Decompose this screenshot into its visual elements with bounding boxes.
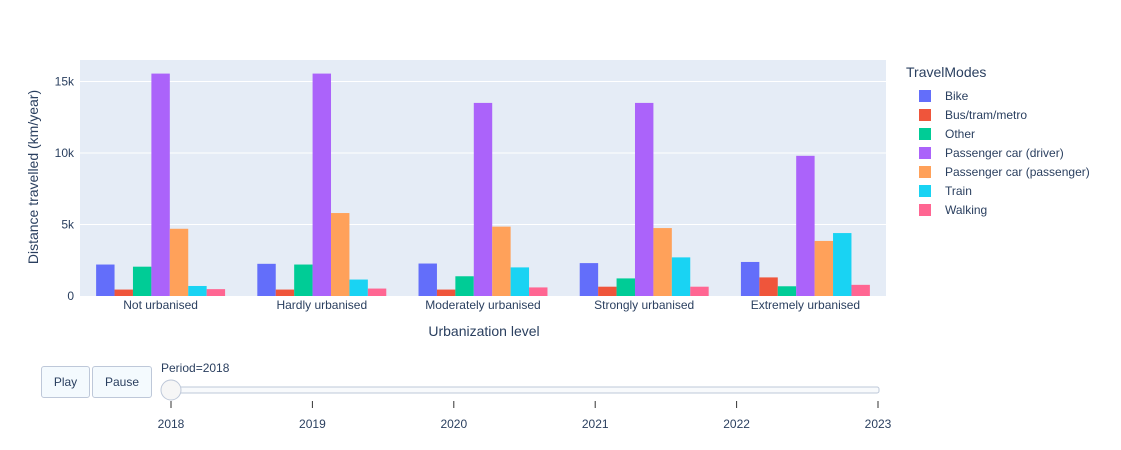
legend-label: Walking	[945, 202, 988, 217]
x-tick-labels: Not urbanised Hardly urbanised Moderately …	[123, 298, 860, 312]
bar[interactable]	[455, 276, 474, 296]
legend-item[interactable]: Passenger car (driver)	[906, 143, 1090, 162]
bar[interactable]	[796, 155, 815, 296]
legend: TravelModes Bike Bus/tram/metro Other Passe…	[906, 64, 1090, 219]
y-tick-label: 0	[67, 289, 74, 303]
y-tick-labels: 0 5k 10k 15k	[55, 74, 75, 303]
bar[interactable]	[851, 284, 870, 296]
bar[interactable]	[814, 240, 834, 296]
bar[interactable]	[312, 73, 332, 296]
bar[interactable]	[529, 287, 548, 296]
bar[interactable]	[740, 261, 760, 296]
legend-label: Passenger car (driver)	[945, 145, 1064, 160]
legend-label: Passenger car (passenger)	[945, 164, 1090, 179]
legend-item[interactable]: Bike	[906, 86, 1090, 105]
y-tick-label: 15k	[55, 74, 75, 88]
x-axis-title: Urbanization level	[428, 323, 539, 339]
bar[interactable]	[367, 288, 387, 296]
bar[interactable]	[598, 286, 617, 296]
period-slider[interactable]: 2018 2019 2020 2021 2022 2023	[158, 379, 892, 431]
bar[interactable]	[257, 263, 276, 296]
bar[interactable]	[616, 278, 635, 296]
legend-swatch	[919, 108, 931, 121]
bar[interactable]	[634, 102, 654, 296]
bar[interactable]	[671, 257, 691, 296]
bar[interactable]	[349, 279, 368, 296]
legend-label: Train	[945, 183, 972, 198]
y-tick-label: 10k	[55, 146, 75, 160]
bar[interactable]	[114, 289, 133, 296]
bar[interactable]	[690, 286, 709, 296]
legend-items: Bike Bus/tram/metro Other Passenger car (dr…	[906, 86, 1090, 219]
bar[interactable]	[275, 289, 295, 296]
slider-handle[interactable]	[160, 379, 182, 401]
pause-button[interactable]: Pause	[92, 366, 152, 398]
slider-current-value: Period=2018	[161, 361, 230, 375]
legend-item[interactable]: Passenger car (passenger)	[906, 162, 1090, 181]
x-tick-label: Strongly urbanised	[594, 298, 694, 312]
bar[interactable]	[833, 233, 852, 296]
legend-item[interactable]: Bus/tram/metro	[906, 105, 1090, 124]
bar[interactable]	[777, 286, 797, 296]
legend-label: Bus/tram/metro	[945, 107, 1028, 122]
legend-swatch	[919, 165, 931, 178]
bar[interactable]	[96, 264, 115, 296]
legend-label: Other	[945, 126, 976, 141]
bars	[96, 73, 870, 296]
bar[interactable]	[473, 102, 493, 296]
bar[interactable]	[206, 289, 226, 296]
y-tick-label: 5k	[61, 217, 75, 231]
legend-item[interactable]: Other	[906, 124, 1090, 143]
slider-rail[interactable]	[164, 386, 880, 394]
bar[interactable]	[653, 228, 672, 296]
slider-step-label[interactable]: 2023	[865, 417, 892, 431]
bar[interactable]	[759, 277, 778, 296]
slider-step-label[interactable]: 2020	[440, 417, 467, 431]
play-button[interactable]: Play	[41, 366, 90, 398]
legend-item[interactable]: Walking	[906, 200, 1090, 219]
x-tick-label: Extremely urbanised	[751, 298, 860, 312]
legend-swatch	[919, 203, 931, 216]
legend-swatch	[919, 127, 931, 140]
x-tick-label: Hardly urbanised	[276, 298, 367, 312]
bar[interactable]	[132, 266, 152, 296]
legend-swatch	[919, 184, 931, 197]
legend-swatch	[919, 146, 931, 159]
bar[interactable]	[151, 73, 170, 296]
bar[interactable]	[436, 289, 456, 296]
slider-step-label[interactable]: 2022	[723, 417, 750, 431]
y-axis-title: Distance travelled (km/year)	[25, 90, 41, 264]
x-tick-label: Not urbanised	[123, 298, 198, 312]
slider-step-label[interactable]: 2019	[299, 417, 326, 431]
bar[interactable]	[188, 285, 207, 296]
bar[interactable]	[331, 213, 350, 296]
bar[interactable]	[579, 263, 599, 296]
legend-title: TravelModes	[906, 64, 987, 80]
slider-step-label[interactable]: 2021	[582, 417, 609, 431]
legend-swatch	[919, 89, 931, 102]
bar[interactable]	[418, 263, 437, 296]
slider-step-label[interactable]: 2018	[158, 417, 185, 431]
bar[interactable]	[510, 267, 530, 296]
bar[interactable]	[169, 228, 189, 296]
x-tick-label: Moderately urbanised	[425, 298, 540, 312]
bar[interactable]	[492, 226, 511, 296]
slider-ticks: 2018 2019 2020 2021 2022 2023	[158, 401, 892, 431]
legend-label: Bike	[945, 88, 969, 103]
legend-item[interactable]: Train	[906, 181, 1090, 200]
bar[interactable]	[294, 264, 313, 296]
